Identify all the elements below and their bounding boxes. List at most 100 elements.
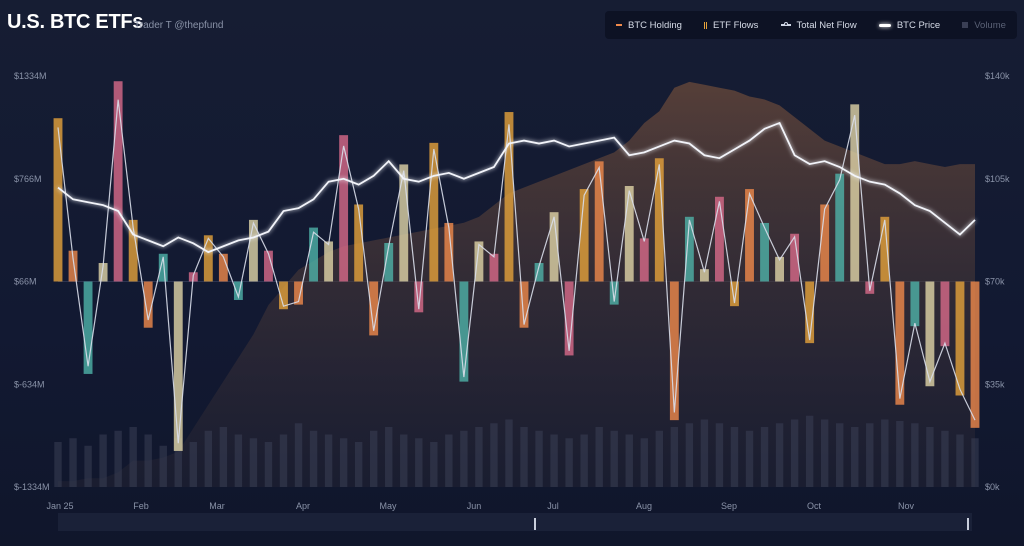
volume-bar bbox=[655, 430, 664, 487]
legend-label: ETF Flows bbox=[713, 19, 759, 31]
etf-flow-bar bbox=[203, 235, 213, 282]
volume-bar bbox=[294, 423, 303, 487]
etf-flow-bar bbox=[474, 241, 484, 282]
volume-bar bbox=[129, 427, 137, 487]
volume-bar bbox=[114, 430, 122, 487]
volume-bar bbox=[520, 427, 528, 487]
legend-item-volume[interactable]: Volume bbox=[962, 20, 1006, 31]
btc-price-swatch bbox=[878, 23, 891, 27]
right-tick-label: $70k bbox=[985, 277, 1005, 287]
time-range-scrollbar[interactable] bbox=[58, 513, 972, 531]
etf-flow-bar bbox=[639, 238, 649, 282]
volume-bar bbox=[775, 423, 784, 487]
volume-bar bbox=[324, 434, 333, 487]
x-tick-label: Oct bbox=[807, 501, 822, 511]
volume-bar bbox=[956, 434, 964, 487]
etf-flow-bar bbox=[970, 281, 980, 428]
volume-bar bbox=[159, 445, 167, 487]
volume-bar bbox=[625, 434, 633, 487]
etf-flow-bar bbox=[309, 227, 318, 282]
x-tick-label: Sep bbox=[721, 501, 737, 511]
volume-bar bbox=[700, 419, 709, 487]
etf-flow-bar bbox=[444, 222, 454, 282]
etf-flow-bar bbox=[910, 281, 920, 327]
volume-bar bbox=[580, 434, 588, 487]
legend-label: BTC Price bbox=[896, 19, 941, 31]
volume-bar bbox=[836, 423, 844, 487]
volume-bar bbox=[911, 423, 919, 487]
volume-bar bbox=[790, 419, 799, 487]
volume-bar bbox=[820, 419, 829, 487]
etf-flow-bar bbox=[880, 216, 890, 282]
volume-bar bbox=[896, 421, 904, 487]
volume-bar bbox=[640, 438, 648, 487]
x-tick-label: Apr bbox=[296, 501, 310, 511]
author-credit: Trader T @thepfund bbox=[134, 20, 224, 31]
etf-flow-bar bbox=[369, 281, 379, 336]
volume-bar bbox=[851, 427, 859, 487]
etf-flow-bar bbox=[264, 250, 273, 282]
volume-bar bbox=[219, 427, 228, 487]
etf-flow-bar bbox=[564, 281, 574, 356]
volume-bar bbox=[730, 427, 739, 487]
etf-flow-bar bbox=[459, 281, 469, 382]
right-tick-label: $0k bbox=[985, 482, 1000, 492]
etf-flow-bar bbox=[775, 256, 785, 282]
scrollbar-left-handle[interactable] bbox=[534, 518, 536, 530]
btc-price-line bbox=[57, 121, 976, 254]
etf-flow-bar bbox=[98, 263, 108, 282]
etf-flows-swatch bbox=[704, 21, 708, 29]
volume-bar bbox=[460, 430, 468, 487]
volume-bar bbox=[550, 434, 558, 487]
etf-flow-bar bbox=[233, 281, 243, 300]
etf-flow-bar bbox=[294, 281, 303, 305]
volume-bar bbox=[385, 427, 393, 487]
left-tick-label: $1334M bbox=[14, 71, 47, 81]
etf-flow-bar bbox=[248, 219, 258, 282]
legend-item-btc-holding[interactable]: BTC Holding bbox=[616, 20, 682, 31]
etf-flow-bar bbox=[925, 281, 935, 387]
etf-flow-bar bbox=[279, 281, 288, 310]
x-tick-label: Nov bbox=[898, 501, 915, 511]
volume-bar bbox=[445, 434, 453, 487]
volume-bar bbox=[535, 430, 543, 487]
etf-flow-bar bbox=[158, 253, 168, 282]
volume-bar bbox=[54, 442, 62, 487]
volume-bar bbox=[309, 430, 318, 487]
right-tick-label: $140k bbox=[985, 71, 1010, 81]
legend-item-total-net-flow[interactable]: Total Net Flow bbox=[780, 20, 857, 31]
volume-bar bbox=[174, 438, 182, 487]
volume-bar bbox=[264, 442, 273, 487]
legend-item-etf-flows[interactable]: ETF Flows bbox=[704, 20, 758, 31]
etf-flow-bar bbox=[534, 263, 544, 282]
etf-flow-bar bbox=[113, 81, 123, 282]
volume-bar bbox=[941, 430, 949, 487]
chart-legend: BTC Holding ETF Flows Total Net Flow BTC… bbox=[605, 11, 1017, 39]
x-tick-label: Feb bbox=[133, 501, 149, 511]
scrollbar-right-handle[interactable] bbox=[967, 518, 969, 530]
etf-flow-bar bbox=[609, 281, 619, 305]
etf-flow-bar bbox=[730, 281, 739, 307]
etf-flow-bar bbox=[354, 204, 364, 282]
etf-flow-bar bbox=[579, 189, 589, 282]
etf-flow-bar bbox=[594, 161, 604, 282]
volume-bar bbox=[84, 445, 92, 487]
etf-flow-bar bbox=[324, 241, 334, 282]
volume-bar bbox=[400, 434, 408, 487]
volume-bar bbox=[99, 434, 107, 487]
etf-flow-bar bbox=[549, 212, 559, 282]
left-tick-label: $766M bbox=[14, 174, 42, 184]
btc-holding-area bbox=[58, 81, 975, 487]
etf-flow-bar bbox=[669, 281, 679, 421]
left-tick-label: $-634M bbox=[14, 379, 45, 389]
volume-bar bbox=[234, 434, 243, 487]
legend-item-btc-price[interactable]: BTC Price bbox=[878, 19, 941, 31]
x-tick-label: Jan 25 bbox=[46, 501, 73, 511]
total-net-flow-line bbox=[57, 99, 976, 444]
volume-bar bbox=[204, 430, 213, 487]
etf-flow-bar bbox=[850, 104, 860, 282]
etf-flow-bar bbox=[339, 135, 349, 282]
volume-bar bbox=[760, 427, 769, 487]
x-tick-label: May bbox=[379, 501, 397, 511]
